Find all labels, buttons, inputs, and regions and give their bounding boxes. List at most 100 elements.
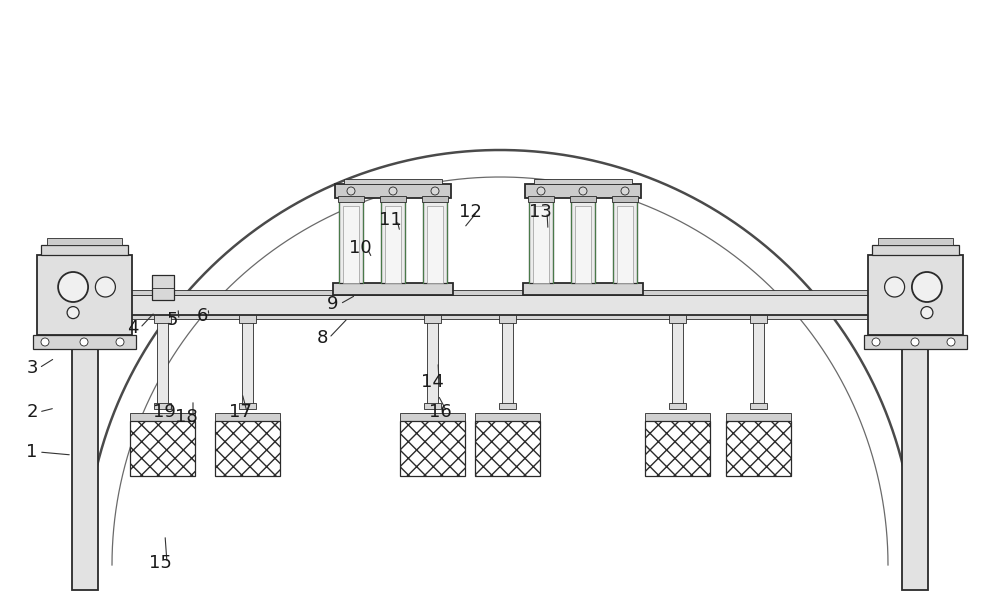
Bar bbox=[475, 413, 540, 421]
Circle shape bbox=[947, 338, 955, 346]
Bar bbox=[499, 315, 516, 323]
Text: 12: 12 bbox=[459, 203, 481, 221]
Bar bbox=[902, 314, 928, 590]
Text: 17: 17 bbox=[229, 403, 251, 421]
Text: 13: 13 bbox=[529, 203, 551, 221]
Circle shape bbox=[41, 338, 49, 346]
Bar bbox=[381, 198, 405, 283]
Bar bbox=[343, 206, 359, 283]
Bar bbox=[68, 295, 932, 315]
Bar bbox=[726, 421, 791, 476]
Bar bbox=[339, 198, 363, 283]
Bar bbox=[130, 413, 195, 421]
Circle shape bbox=[116, 338, 124, 346]
Text: 5: 5 bbox=[166, 311, 178, 329]
Bar bbox=[239, 403, 256, 409]
Circle shape bbox=[579, 187, 587, 195]
Bar bbox=[333, 283, 453, 295]
Circle shape bbox=[95, 277, 115, 297]
Circle shape bbox=[537, 187, 545, 195]
Bar bbox=[672, 315, 683, 405]
Bar bbox=[215, 421, 280, 476]
Bar bbox=[400, 421, 465, 476]
Bar bbox=[864, 335, 967, 349]
Circle shape bbox=[431, 187, 439, 195]
Bar bbox=[239, 315, 256, 323]
Bar bbox=[645, 421, 710, 476]
Bar bbox=[502, 315, 513, 405]
Bar bbox=[72, 314, 98, 590]
Bar bbox=[427, 206, 443, 283]
Text: 6: 6 bbox=[196, 307, 208, 325]
Bar bbox=[338, 196, 364, 202]
Bar bbox=[529, 198, 553, 283]
Text: 1: 1 bbox=[26, 443, 38, 461]
Bar bbox=[570, 196, 596, 202]
Bar bbox=[613, 198, 637, 283]
Text: 16: 16 bbox=[429, 403, 451, 421]
Bar bbox=[37, 255, 132, 335]
Bar bbox=[422, 196, 448, 202]
Bar bbox=[868, 255, 963, 335]
Bar bbox=[423, 198, 447, 283]
Circle shape bbox=[67, 307, 79, 319]
Bar bbox=[68, 315, 932, 319]
Text: 8: 8 bbox=[316, 329, 328, 347]
Bar bbox=[533, 206, 549, 283]
Bar bbox=[475, 421, 540, 476]
Bar bbox=[380, 196, 406, 202]
Text: 15: 15 bbox=[149, 554, 171, 572]
Bar bbox=[152, 275, 174, 300]
Bar bbox=[400, 413, 465, 421]
Circle shape bbox=[347, 187, 355, 195]
Bar bbox=[534, 179, 632, 184]
Bar bbox=[726, 413, 791, 421]
Text: 19: 19 bbox=[153, 403, 175, 421]
Bar bbox=[669, 403, 686, 409]
Bar bbox=[525, 184, 641, 198]
Text: 14: 14 bbox=[421, 373, 443, 391]
Circle shape bbox=[80, 338, 88, 346]
Bar bbox=[47, 238, 122, 245]
Bar bbox=[645, 413, 710, 421]
Text: 2: 2 bbox=[26, 403, 38, 421]
Bar bbox=[424, 315, 441, 323]
Bar bbox=[750, 403, 767, 409]
Text: 10: 10 bbox=[349, 239, 371, 257]
Bar bbox=[154, 315, 171, 323]
Bar bbox=[33, 335, 136, 349]
Text: 4: 4 bbox=[127, 319, 139, 337]
Bar bbox=[612, 196, 638, 202]
Text: 9: 9 bbox=[327, 295, 339, 313]
Bar bbox=[335, 184, 451, 198]
Bar bbox=[215, 413, 280, 421]
Circle shape bbox=[58, 272, 88, 302]
Bar bbox=[157, 315, 168, 405]
Bar bbox=[878, 238, 953, 245]
Bar bbox=[242, 315, 253, 405]
Bar bbox=[617, 206, 633, 283]
Circle shape bbox=[885, 277, 905, 297]
Circle shape bbox=[872, 338, 880, 346]
Bar bbox=[571, 198, 595, 283]
Text: 3: 3 bbox=[26, 359, 38, 377]
Bar bbox=[528, 196, 554, 202]
Circle shape bbox=[912, 272, 942, 302]
Bar bbox=[750, 315, 767, 323]
Text: 11: 11 bbox=[379, 211, 401, 229]
Bar bbox=[669, 315, 686, 323]
Bar bbox=[523, 283, 643, 295]
Bar bbox=[499, 403, 516, 409]
Circle shape bbox=[911, 338, 919, 346]
Bar bbox=[154, 403, 171, 409]
Circle shape bbox=[921, 307, 933, 319]
Bar bbox=[575, 206, 591, 283]
Bar bbox=[424, 403, 441, 409]
Bar bbox=[68, 290, 932, 295]
Circle shape bbox=[389, 187, 397, 195]
Bar bbox=[41, 245, 128, 255]
Circle shape bbox=[621, 187, 629, 195]
Bar bbox=[872, 245, 959, 255]
Bar bbox=[427, 315, 438, 405]
Bar bbox=[385, 206, 401, 283]
